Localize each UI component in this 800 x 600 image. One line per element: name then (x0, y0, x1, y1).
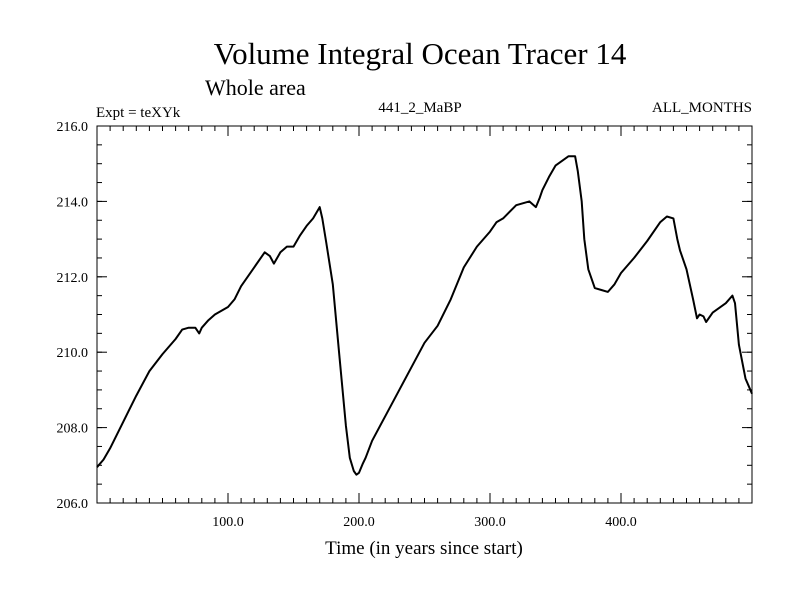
header-left: Expt = teXYk (96, 105, 181, 121)
y-tick-label: 212.0 (57, 271, 89, 286)
series-group (96, 155, 753, 476)
header-center: 441_2_MaBP (378, 100, 461, 116)
x-tick-label: 100.0 (212, 515, 244, 530)
plot-frame (96, 125, 753, 504)
minor-ticks (97, 126, 752, 503)
x-tick-label: 400.0 (605, 515, 637, 530)
y-tick-label: 216.0 (57, 120, 89, 135)
x-tick-labels: 100.0 200.0 300.0 400.0 (212, 515, 637, 530)
chart-subtitle: Whole area (205, 75, 306, 100)
y-tick-label: 210.0 (57, 346, 89, 361)
x-tick-label: 300.0 (474, 515, 506, 530)
series-line (96, 155, 753, 476)
major-ticks (97, 125, 752, 504)
header-right: ALL_MONTHS (652, 100, 752, 116)
y-tick-label: 206.0 (57, 497, 89, 512)
y-tick-label: 214.0 (57, 195, 89, 210)
chart-title: Volume Integral Ocean Tracer 14 (214, 36, 627, 71)
y-tick-label: 208.0 (57, 422, 89, 437)
x-axis-label: Time (in years since start) (325, 538, 523, 559)
x-tick-label: 200.0 (343, 515, 375, 530)
y-tick-labels: 206.0 208.0 210.0 212.0 214.0 216.0 (57, 120, 89, 512)
